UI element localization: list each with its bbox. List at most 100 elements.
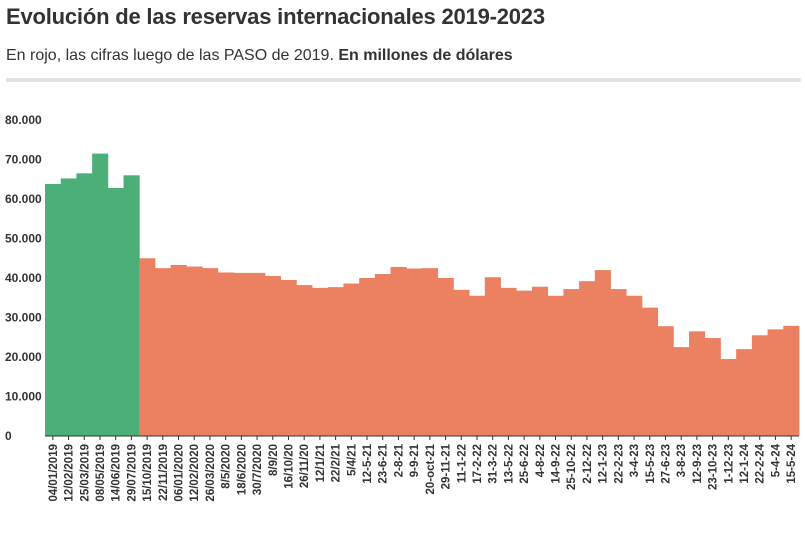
y-axis: 0 10.000 20.000 30.000 40.000 50.000 60.000 70.… <box>5 113 42 443</box>
y-tick-label: 60.000 <box>5 192 42 206</box>
bar-after <box>217 272 234 436</box>
bar-after <box>406 268 423 436</box>
subtitle-emphasis: En millones de dólares <box>338 47 513 64</box>
x-tick-label: 2-12-22 <box>582 444 594 484</box>
bar-after <box>343 283 360 436</box>
chart-title: Evolución de las reservas internacionale… <box>6 4 545 29</box>
x-tick-label: 12/1/21 <box>315 443 327 482</box>
bar-after <box>484 277 501 436</box>
bar-after <box>453 289 470 436</box>
bar-after <box>154 268 172 437</box>
y-tick-label: 40.000 <box>5 271 42 285</box>
x-tick-label: 12-5-21 <box>362 443 374 483</box>
x-tick-label: 25-6-22 <box>519 444 531 484</box>
x-tick-label: 20-oct-21 <box>425 443 437 494</box>
x-tick-label: 26/11/20 <box>299 444 311 488</box>
bar-after <box>170 264 187 436</box>
bar-after <box>202 268 219 437</box>
x-tick-label: 29/07/2019 <box>126 444 138 502</box>
x-tick-label: 30/7/2020 <box>252 444 264 495</box>
y-tick-label: 50.000 <box>5 232 42 246</box>
bar-after <box>500 287 517 437</box>
bar-after <box>390 266 407 436</box>
bars-layer <box>45 153 800 437</box>
bar-after <box>704 338 721 436</box>
x-tick-label: 15/10/2019 <box>142 444 154 502</box>
bar-after <box>594 270 611 436</box>
x-tick-label: 06/01/2020 <box>174 444 186 502</box>
x-tick-label: 13-5-22 <box>503 444 515 484</box>
bar-after <box>751 335 768 436</box>
x-tick-label: 14/06/2019 <box>111 444 123 502</box>
x-tick-label: 17-2-22 <box>472 444 484 484</box>
bar-after <box>689 331 706 436</box>
reserves-bar-chart: 0 10.000 20.000 30.000 40.000 50.000 60.000 70.… <box>5 113 800 502</box>
bar-after <box>233 272 250 436</box>
x-tick-label: 12-1-23 <box>598 444 610 484</box>
bar-after <box>783 325 800 436</box>
x-tick-label: 22-2-24 <box>755 443 767 483</box>
x-tick-label: 12/02/2019 <box>64 444 76 502</box>
y-tick-label: 80.000 <box>5 113 42 127</box>
x-tick-label: 12/02/2020 <box>189 444 201 502</box>
bar-after <box>516 290 533 436</box>
x-tick-label: 16/10/20 <box>283 444 295 489</box>
title-divider <box>6 78 801 82</box>
x-tick-label: 8/9/20 <box>268 444 280 476</box>
x-tick-label: 14-9-22 <box>551 444 563 484</box>
bar-before <box>123 175 140 437</box>
bar-after <box>610 289 627 436</box>
bar-after <box>547 295 564 436</box>
x-tick-label: 31-3-22 <box>488 444 500 484</box>
bar-after <box>422 268 439 437</box>
x-axis: 04/01/2019 12/02/2019 25/03/2019 08/05/2019… <box>45 435 799 502</box>
y-tick-label: 20.000 <box>5 350 42 364</box>
bar-before <box>92 153 109 436</box>
x-tick-label: 5-4-24 <box>770 443 782 477</box>
bar-after <box>579 281 596 436</box>
x-tick-label: 27-6-23 <box>660 444 672 484</box>
x-tick-label: 22/2/21 <box>331 443 343 482</box>
bar-after <box>563 289 580 436</box>
x-tick-label: 4-8-22 <box>535 444 547 477</box>
bar-before <box>107 187 124 436</box>
x-tick-label: 04/01/2019 <box>48 444 60 502</box>
bar-after <box>327 287 344 436</box>
bar-before <box>45 183 62 436</box>
x-tick-label: 12-9-23 <box>692 444 704 484</box>
x-tick-label: 2-8-21 <box>393 443 405 477</box>
bar-after <box>767 329 784 436</box>
x-tick-label: 22/11/2019 <box>158 444 170 501</box>
subtitle-lead: En rojo, las cifras luego de las PASO de… <box>6 47 334 64</box>
x-tick-label: 15-5-24 <box>786 443 798 483</box>
bar-before <box>76 173 93 436</box>
bar-after <box>264 276 282 436</box>
x-tick-label: 18/6/2020 <box>236 444 248 495</box>
x-tick-label: 23-6-21 <box>378 443 390 483</box>
bar-after <box>374 274 391 436</box>
x-tick-label: 1-12-23 <box>723 444 735 484</box>
bar-after <box>280 279 297 436</box>
x-tick-label: 3-8-23 <box>676 444 688 477</box>
bar-after <box>531 286 549 436</box>
bar-after <box>673 347 690 437</box>
bar-after <box>186 266 203 436</box>
x-tick-label: 12-1-24 <box>739 443 751 483</box>
x-tick-label: 23-10-23 <box>708 444 720 490</box>
y-tick-label: 30.000 <box>5 311 42 325</box>
x-tick-label: 08/05/2019 <box>95 444 107 502</box>
bar-after <box>359 278 376 436</box>
bar-after <box>736 349 753 436</box>
x-tick-label: 29-11-21 <box>441 443 453 489</box>
bar-after <box>626 295 643 436</box>
bar-after <box>720 358 737 436</box>
bar-before <box>60 178 77 436</box>
x-tick-label: 25-10-22 <box>566 444 578 490</box>
chart-subtitle: En rojo, las cifras luego de las PASO de… <box>6 47 513 65</box>
x-tick-label: 11-1-22 <box>456 444 468 483</box>
bar-after <box>469 295 486 436</box>
y-tick-label: 0 <box>5 429 12 443</box>
x-tick-label: 5/4/21 <box>346 443 358 476</box>
x-tick-label: 8/5/2020 <box>221 444 233 489</box>
bar-after <box>296 285 313 436</box>
